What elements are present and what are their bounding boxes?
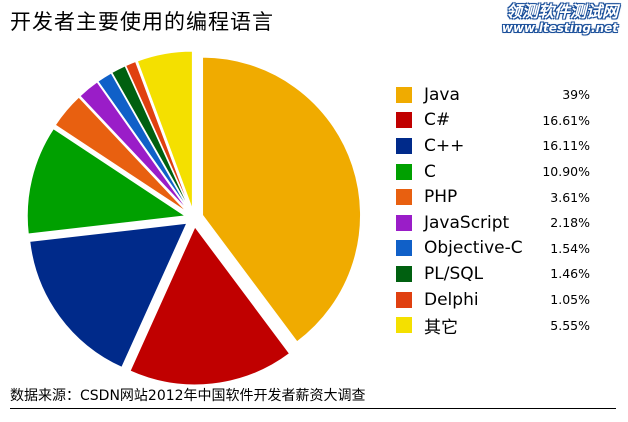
legend-label: Delphi [424,289,479,310]
legend-item: PHP 3.61% [396,184,590,210]
legend-value: 2.18% [550,215,590,231]
source-note: 数据来源：CSDN网站2012年中国软件开发者薪资大调查 [10,388,366,404]
chart-legend: Java 39% C# 16.61% C++ 16.11% C 10.90% PHP 3.61% J… [396,82,590,338]
legend-item: C# 16.61% [396,108,590,134]
legend-swatch [396,317,412,334]
legend-label: Objective-C [424,238,523,259]
watermark-logo: 领测软件测试网 www.ltesting.net [501,2,618,36]
pie-slice-javascript [79,81,189,212]
legend-value: 1.05% [550,292,590,308]
watermark-url: www.ltesting.net [501,21,618,35]
pie-slice-c [29,222,188,369]
legend-value: 10.90% [542,164,590,180]
legend-swatch [396,137,412,154]
pie-slice-php [54,96,188,213]
legend-swatch [396,265,412,282]
legend-value: 39% [562,87,590,103]
pie-slice-c [26,128,187,235]
legend-value: 1.46% [550,266,590,282]
pie-slice-delphi [125,60,192,210]
legend-label: 其它 [424,317,458,338]
legend-label: C [424,161,436,182]
legend-item: JavaScript 2.18% [396,210,590,236]
legend-value: 3.61% [550,189,590,205]
legend-label: JavaScript [424,212,510,233]
legend-value: 16.61% [542,112,590,128]
legend-swatch [396,112,412,129]
source-divider [10,408,616,409]
legend-label: C# [424,110,451,131]
legend-item: 其它 5.55% [396,312,590,338]
pie-slice-objective-c [97,72,190,211]
legend-swatch [396,86,412,103]
legend-label: Java [424,84,460,105]
legend-item: Delphi 1.05% [396,287,590,313]
pie-slice-c [129,225,291,386]
legend-swatch [396,291,412,308]
pie-slice-pl-sql [111,65,191,211]
legend-item: Objective-C 1.54% [396,236,590,262]
legend-label: PL/SQL [424,263,484,284]
pie-slice-java [202,56,362,343]
legend-label: C++ [424,135,465,156]
legend-item: C++ 16.11% [396,133,590,159]
legend-label: PHP [424,187,458,208]
legend-value: 16.11% [542,138,590,154]
legend-item: PL/SQL 1.46% [396,261,590,287]
legend-value: 1.54% [550,240,590,256]
chart-title: 开发者主要使用的编程语言 [10,10,274,34]
pie-slice-other [136,50,193,210]
legend-value: 5.55% [550,317,590,333]
legend-swatch [396,214,412,231]
watermark-text: 领测软件测试网 [505,2,618,21]
legend-item: C 10.90% [396,159,590,185]
legend-swatch [396,189,412,206]
legend-swatch [396,163,412,180]
legend-swatch [396,240,412,257]
legend-item: Java 39% [396,82,590,108]
